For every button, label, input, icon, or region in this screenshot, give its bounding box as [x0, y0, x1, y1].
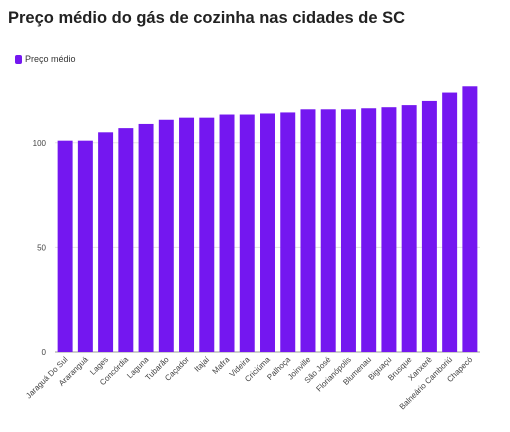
- bar: [199, 117, 215, 353]
- bar: [280, 112, 296, 352]
- bar: [381, 107, 397, 352]
- bar: [98, 132, 114, 352]
- bar: [462, 86, 478, 353]
- bar: [300, 109, 316, 353]
- bar: [260, 113, 275, 352]
- bar: [361, 108, 377, 352]
- legend: Preço médio: [15, 54, 76, 64]
- bar: [421, 100, 437, 352]
- bar: [219, 114, 235, 353]
- bar: [320, 109, 336, 353]
- bar: [179, 117, 195, 353]
- bar: [138, 123, 154, 352]
- legend-swatch: [15, 54, 22, 64]
- chart-title: Preço médio do gás de cozinha nas cidade…: [8, 9, 406, 27]
- x-tick-label: Itajaí: [193, 355, 212, 374]
- y-tick-label: 100: [33, 139, 47, 148]
- y-tick-label: 0: [42, 348, 47, 357]
- bar: [340, 109, 356, 353]
- bar: [57, 140, 73, 352]
- bar: [77, 140, 93, 352]
- bar: [442, 92, 458, 353]
- bar: [118, 128, 134, 352]
- legend-label: Preço médio: [25, 54, 76, 64]
- y-tick-label: 50: [37, 243, 46, 252]
- bar: [158, 119, 174, 352]
- bar: [401, 105, 417, 352]
- bar: [239, 114, 255, 353]
